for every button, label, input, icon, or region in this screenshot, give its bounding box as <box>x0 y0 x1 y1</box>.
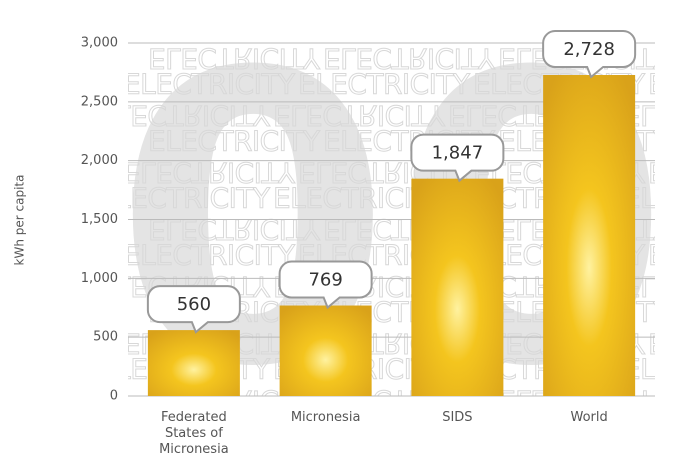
value-label: 769 <box>308 270 342 291</box>
y-tick-label: 3,000 <box>81 36 118 51</box>
x-tick-label: Federated States of Micronesia <box>159 410 229 457</box>
watermark-word: ELECTRICITY <box>323 42 496 75</box>
watermark-word: ELECTRICITY <box>673 296 685 329</box>
watermark-word: ELECTRICITY <box>673 125 685 158</box>
bar <box>411 178 504 396</box>
watermark-word: ELECTRICITY <box>673 42 685 75</box>
x-tick-label: Micronesia <box>290 410 361 425</box>
watermark-word: ELECTRICITY <box>123 239 296 272</box>
y-axis-label: kWh per capita <box>13 175 27 266</box>
callout <box>146 285 241 334</box>
watermark-word: ELECTRICITY <box>648 239 685 272</box>
watermark-word: ELECTRICITY <box>673 213 685 246</box>
value-label: 1,847 <box>432 143 484 164</box>
watermark-word: ELECTRICITY <box>123 68 296 101</box>
x-tick-label: SIDS <box>442 410 473 425</box>
y-tick-label: 0 <box>110 389 118 404</box>
y-tick-label: 500 <box>93 330 118 345</box>
bar <box>279 305 372 396</box>
y-tick-label: 1,000 <box>81 271 118 286</box>
watermark-word: ELECTRICITY <box>148 213 321 246</box>
watermark-word: ELECTRICITY <box>98 182 271 215</box>
y-tick-label: 2,000 <box>81 153 118 168</box>
callout <box>278 260 373 310</box>
y-tick-label: 2,500 <box>81 94 118 109</box>
watermark-word: ELECTRICITY <box>148 42 321 75</box>
callout <box>542 30 637 79</box>
y-tick-label: 1,500 <box>81 212 118 227</box>
x-tick-label: World <box>570 410 608 425</box>
watermark-word: ELECTRICITY <box>648 327 685 360</box>
watermark-word: ELECTRICITY <box>648 156 685 189</box>
watermark-word: ELECTRICITY <box>648 68 685 101</box>
watermark-word: ELECTRICITY <box>273 99 446 132</box>
value-label: 2,728 <box>563 39 615 60</box>
watermark-word: ELECTRICITY <box>98 99 271 132</box>
callout <box>410 133 505 183</box>
watermark-word: ELECTRICITY <box>673 384 685 417</box>
watermark-word: ELECTRICITY <box>298 68 471 101</box>
bar <box>147 330 240 396</box>
watermark-word: ELECTRICITY <box>148 125 321 158</box>
bar <box>543 75 636 396</box>
value-label: 560 <box>177 294 211 315</box>
